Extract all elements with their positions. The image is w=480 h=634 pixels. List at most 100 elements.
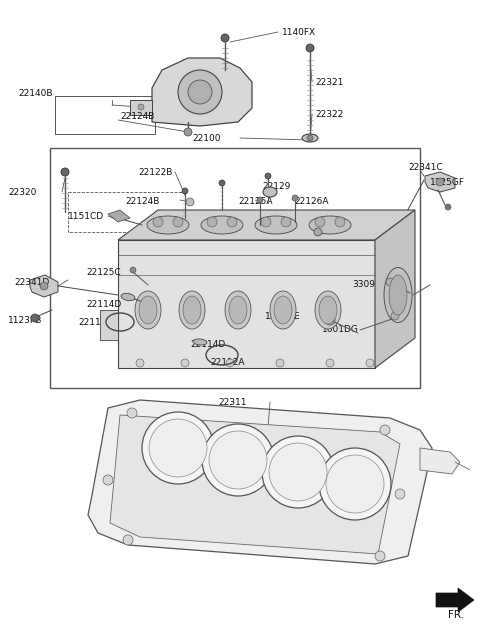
Ellipse shape xyxy=(262,436,334,508)
Text: 22341D: 22341D xyxy=(14,278,49,287)
Circle shape xyxy=(445,204,451,210)
Polygon shape xyxy=(108,210,130,222)
Circle shape xyxy=(366,359,374,367)
Ellipse shape xyxy=(315,291,341,329)
Text: 22114D: 22114D xyxy=(86,300,121,309)
Ellipse shape xyxy=(179,291,205,329)
Text: 22311: 22311 xyxy=(218,398,247,407)
Polygon shape xyxy=(118,210,415,240)
Circle shape xyxy=(380,425,390,435)
Ellipse shape xyxy=(178,70,222,114)
Circle shape xyxy=(219,180,225,186)
Text: 1573GE: 1573GE xyxy=(265,312,300,321)
Text: 22124C: 22124C xyxy=(302,222,336,231)
Circle shape xyxy=(257,197,263,203)
Ellipse shape xyxy=(209,431,267,489)
Text: 22321: 22321 xyxy=(315,78,343,87)
Text: 22112A: 22112A xyxy=(210,358,244,367)
Circle shape xyxy=(207,217,217,227)
Ellipse shape xyxy=(142,412,214,484)
Polygon shape xyxy=(130,100,152,115)
Ellipse shape xyxy=(149,419,207,477)
Text: 22122B: 22122B xyxy=(138,168,172,177)
Ellipse shape xyxy=(255,216,297,234)
Ellipse shape xyxy=(302,134,318,142)
Circle shape xyxy=(182,188,188,194)
Ellipse shape xyxy=(139,296,157,324)
Circle shape xyxy=(375,551,385,561)
Circle shape xyxy=(281,217,291,227)
Polygon shape xyxy=(420,448,460,474)
Bar xyxy=(55,96,155,134)
Text: 22322: 22322 xyxy=(315,110,343,119)
Circle shape xyxy=(386,278,394,286)
Text: 22129: 22129 xyxy=(262,182,290,191)
Ellipse shape xyxy=(270,291,296,329)
Ellipse shape xyxy=(201,216,243,234)
Text: 22114D: 22114D xyxy=(190,340,225,349)
Ellipse shape xyxy=(193,339,207,345)
Ellipse shape xyxy=(229,296,247,324)
Circle shape xyxy=(173,217,183,227)
Circle shape xyxy=(61,168,69,176)
Polygon shape xyxy=(118,240,375,368)
Ellipse shape xyxy=(121,294,135,301)
Circle shape xyxy=(276,359,284,367)
Ellipse shape xyxy=(147,216,189,234)
Text: FR.: FR. xyxy=(448,610,464,620)
Circle shape xyxy=(391,312,399,320)
Ellipse shape xyxy=(319,448,391,520)
Bar xyxy=(68,192,185,232)
Circle shape xyxy=(127,408,137,418)
Circle shape xyxy=(306,44,314,52)
Circle shape xyxy=(136,359,144,367)
Circle shape xyxy=(184,128,192,136)
Circle shape xyxy=(307,135,313,141)
Circle shape xyxy=(395,489,405,499)
Text: 1601DG: 1601DG xyxy=(322,325,359,334)
Circle shape xyxy=(265,173,271,179)
Text: 22100: 22100 xyxy=(192,134,220,143)
Circle shape xyxy=(103,475,113,485)
Polygon shape xyxy=(100,310,118,340)
Bar xyxy=(50,148,420,388)
Text: 22125A: 22125A xyxy=(238,197,273,206)
Text: 1125GF: 1125GF xyxy=(430,178,465,187)
Text: 22140B: 22140B xyxy=(18,89,52,98)
Text: 22124B: 22124B xyxy=(125,197,159,206)
Ellipse shape xyxy=(183,296,201,324)
Ellipse shape xyxy=(274,296,292,324)
Circle shape xyxy=(138,104,144,110)
Circle shape xyxy=(31,314,39,322)
Text: 22126A: 22126A xyxy=(294,197,328,206)
Text: 1123PB: 1123PB xyxy=(8,316,42,325)
Ellipse shape xyxy=(384,268,412,323)
Circle shape xyxy=(181,359,189,367)
Polygon shape xyxy=(152,58,252,126)
Polygon shape xyxy=(375,210,415,368)
Circle shape xyxy=(326,359,334,367)
Circle shape xyxy=(335,217,345,227)
Ellipse shape xyxy=(389,275,407,315)
Text: 1151CD: 1151CD xyxy=(68,212,104,221)
Ellipse shape xyxy=(326,455,384,513)
Polygon shape xyxy=(88,400,432,564)
Polygon shape xyxy=(425,172,455,192)
Text: 22125C: 22125C xyxy=(86,268,120,277)
Circle shape xyxy=(123,535,133,545)
Circle shape xyxy=(40,282,48,290)
Ellipse shape xyxy=(319,296,337,324)
Text: 22113A: 22113A xyxy=(78,318,113,327)
Text: 33095C: 33095C xyxy=(352,280,387,289)
Ellipse shape xyxy=(263,187,277,197)
Ellipse shape xyxy=(135,291,161,329)
Ellipse shape xyxy=(225,291,251,329)
Text: 22320: 22320 xyxy=(8,188,36,197)
Text: 22341C: 22341C xyxy=(408,163,443,172)
Ellipse shape xyxy=(269,443,327,501)
Circle shape xyxy=(153,217,163,227)
Circle shape xyxy=(261,217,271,227)
Circle shape xyxy=(186,198,194,206)
Circle shape xyxy=(130,267,136,273)
Circle shape xyxy=(227,217,237,227)
